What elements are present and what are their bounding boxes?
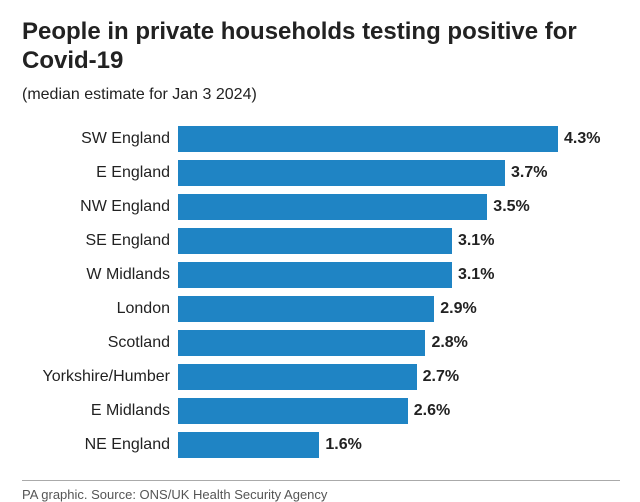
bar-row: NE England 1.6% — [22, 428, 618, 462]
value-label: 2.8% — [425, 334, 467, 352]
category-label: W Midlands — [22, 266, 178, 284]
category-label: SW England — [22, 130, 178, 148]
bar — [178, 364, 417, 390]
value-label: 2.6% — [408, 402, 450, 420]
bar-area: 2.6% — [178, 398, 618, 424]
value-label: 3.1% — [452, 266, 494, 284]
category-label: Scotland — [22, 334, 178, 352]
bar — [178, 126, 558, 152]
value-label: 4.3% — [558, 130, 600, 148]
bar-row: E Midlands 2.6% — [22, 394, 618, 428]
bar-chart: SW England 4.3% E England 3.7% NW England 3.5… — [22, 122, 618, 462]
bar-row: Scotland 2.8% — [22, 326, 618, 360]
bar-area: 3.1% — [178, 262, 618, 288]
category-label: E Midlands — [22, 402, 178, 420]
bar — [178, 432, 319, 458]
value-label: 3.7% — [505, 164, 547, 182]
category-label: NE England — [22, 436, 178, 454]
bar-area: 3.7% — [178, 160, 618, 186]
category-label: London — [22, 300, 178, 318]
category-label: NW England — [22, 198, 178, 216]
chart-subtitle: (median estimate for Jan 3 2024) — [22, 86, 618, 104]
value-label: 3.1% — [452, 232, 494, 250]
value-label: 2.7% — [417, 368, 459, 386]
bar-row: Yorkshire/Humber 2.7% — [22, 360, 618, 394]
bar-area: 2.9% — [178, 296, 618, 322]
bar-area: 2.7% — [178, 364, 618, 390]
bar-area: 2.8% — [178, 330, 618, 356]
bar — [178, 262, 452, 288]
bar-area: 3.1% — [178, 228, 618, 254]
bar-area: 1.6% — [178, 432, 618, 458]
bar-row: NW England 3.5% — [22, 190, 618, 224]
bar — [178, 398, 408, 424]
source-line: PA graphic. Source: ONS/UK Health Securi… — [22, 487, 618, 502]
value-label: 2.9% — [434, 300, 476, 318]
bar-row: London 2.9% — [22, 292, 618, 326]
category-label: Yorkshire/Humber — [22, 368, 178, 386]
bar — [178, 160, 505, 186]
bar-area: 4.3% — [178, 126, 618, 152]
category-label: SE England — [22, 232, 178, 250]
divider — [22, 480, 620, 481]
bar-row: E England 3.7% — [22, 156, 618, 190]
bar-row: SW England 4.3% — [22, 122, 618, 156]
value-label: 1.6% — [319, 436, 361, 454]
bar — [178, 228, 452, 254]
bar — [178, 296, 434, 322]
bar-area: 3.5% — [178, 194, 618, 220]
bar — [178, 330, 425, 356]
chart-title: People in private households testing pos… — [22, 18, 618, 76]
value-label: 3.5% — [487, 198, 529, 216]
bar-row: W Midlands 3.1% — [22, 258, 618, 292]
category-label: E England — [22, 164, 178, 182]
bar — [178, 194, 487, 220]
bar-row: SE England 3.1% — [22, 224, 618, 258]
